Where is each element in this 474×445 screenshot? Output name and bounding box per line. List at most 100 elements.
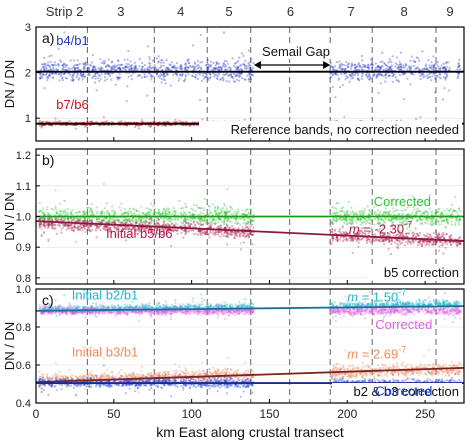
data-point: [138, 127, 140, 129]
data-point: [110, 79, 112, 81]
data-point: [458, 208, 460, 210]
data-point: [70, 60, 72, 62]
data-point: [426, 68, 428, 70]
data-point: [166, 207, 168, 209]
data-point: [359, 214, 361, 216]
data-point: [148, 62, 150, 64]
data-point: [454, 196, 456, 198]
data-point: [64, 225, 66, 227]
data-point: [111, 205, 113, 207]
data-point: [201, 80, 203, 82]
data-point: [189, 65, 191, 67]
data-point: [350, 212, 352, 214]
data-point: [251, 233, 253, 235]
data-point: [434, 39, 436, 41]
data-point: [192, 65, 194, 67]
data-point: [343, 116, 345, 118]
data-point: [117, 219, 119, 221]
data-point: [363, 210, 365, 212]
data-point: [131, 68, 133, 70]
data-point: [44, 87, 46, 89]
data-point: [403, 67, 405, 69]
data-point: [411, 211, 413, 213]
data-point: [358, 211, 360, 213]
data-point: [382, 61, 384, 63]
data-point: [383, 211, 385, 213]
data-point: [446, 213, 448, 215]
data-point: [185, 232, 187, 234]
data-point: [62, 210, 64, 212]
data-point: [74, 226, 76, 228]
data-point: [78, 79, 80, 81]
data-point: [249, 76, 251, 78]
data-point: [101, 62, 103, 64]
data-point: [143, 221, 145, 223]
data-point: [108, 59, 110, 61]
data-point: [148, 69, 150, 71]
data-point: [41, 63, 43, 65]
data-point: [375, 69, 377, 71]
data-point: [62, 223, 64, 225]
data-point: [107, 72, 109, 74]
data-point: [361, 75, 363, 77]
data-point: [241, 77, 243, 79]
data-point: [147, 211, 149, 213]
data-point: [177, 233, 179, 235]
data-point: [140, 205, 142, 207]
data-point: [249, 208, 251, 210]
data-point: [448, 89, 450, 91]
data-point: [146, 76, 148, 78]
data-point: [238, 232, 240, 234]
data-point: [204, 198, 206, 200]
data-point: [349, 81, 351, 83]
data-point: [442, 220, 444, 222]
data-point: [168, 208, 170, 210]
data-point: [224, 205, 226, 207]
data-point: [202, 207, 204, 209]
data-point: [229, 233, 231, 235]
data-point: [103, 62, 105, 64]
data-point: [127, 210, 129, 212]
data-point: [231, 221, 233, 223]
data-point: [438, 76, 440, 78]
data-point: [159, 75, 161, 77]
data-point: [76, 217, 78, 219]
data-point: [44, 218, 46, 220]
data-point: [442, 242, 444, 244]
data-point: [441, 64, 443, 66]
data-point: [88, 227, 90, 229]
data-point: [343, 218, 345, 220]
data-point: [83, 225, 85, 227]
data-point: [244, 119, 246, 121]
data-point: [431, 61, 433, 63]
data-point: [391, 64, 393, 66]
data-point: [418, 60, 420, 62]
data-point: [173, 224, 175, 226]
data-point: [130, 75, 132, 77]
data-point: [237, 221, 239, 223]
data-point: [386, 211, 388, 213]
data-point: [128, 63, 130, 65]
data-point: [160, 59, 162, 61]
data-point: [444, 210, 446, 212]
data-point: [95, 75, 97, 77]
data-point: [415, 67, 417, 69]
data-point: [200, 34, 202, 36]
data-point: [247, 222, 249, 224]
data-point: [424, 222, 426, 224]
data-point: [48, 55, 50, 57]
data-point: [60, 75, 62, 77]
data-point: [213, 234, 215, 236]
data-point: [157, 69, 159, 71]
data-point: [70, 217, 72, 219]
data-point: [61, 64, 63, 66]
data-point: [150, 222, 152, 224]
data-point: [84, 76, 86, 78]
data-point: [104, 207, 106, 209]
data-point: [449, 209, 451, 211]
data-point: [361, 211, 363, 213]
data-point: [398, 68, 400, 70]
data-point: [50, 61, 52, 63]
data-point: [60, 218, 62, 220]
data-point: [124, 59, 126, 61]
